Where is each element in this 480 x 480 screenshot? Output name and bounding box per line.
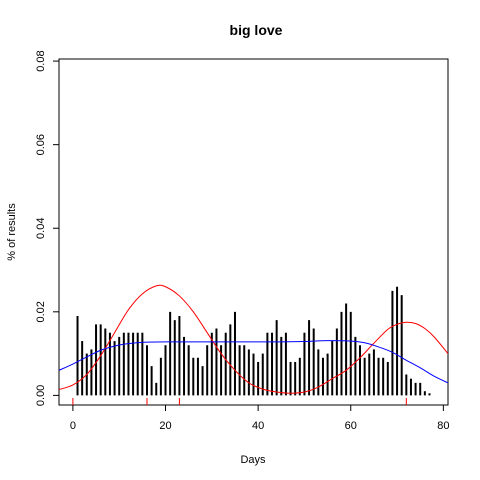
y-tick-label: 0.04 [35,218,47,239]
x-tick-label: 60 [345,420,357,432]
chart-title: big love [230,22,283,38]
plot-area: 0 20 40 60 80 0.00 0.02 0.04 0.06 0.08 [35,50,449,432]
series-line-1 [59,284,448,394]
y-tick-label: 0.06 [35,134,47,155]
x-tick-label: 80 [437,420,449,432]
y-axis-label: % of results [6,203,18,261]
x-axis-label: Days [240,454,266,466]
plot-frame [58,58,449,406]
y-tick-label: 0.08 [35,50,47,71]
x-tick-label: 40 [252,420,264,432]
y-tick-label: 0.02 [35,301,47,322]
series-line-2 [59,340,448,384]
y-tick-label: 0.00 [35,385,47,406]
x-tick-label: 0 [70,420,76,432]
x-tick-label: 20 [159,420,171,432]
